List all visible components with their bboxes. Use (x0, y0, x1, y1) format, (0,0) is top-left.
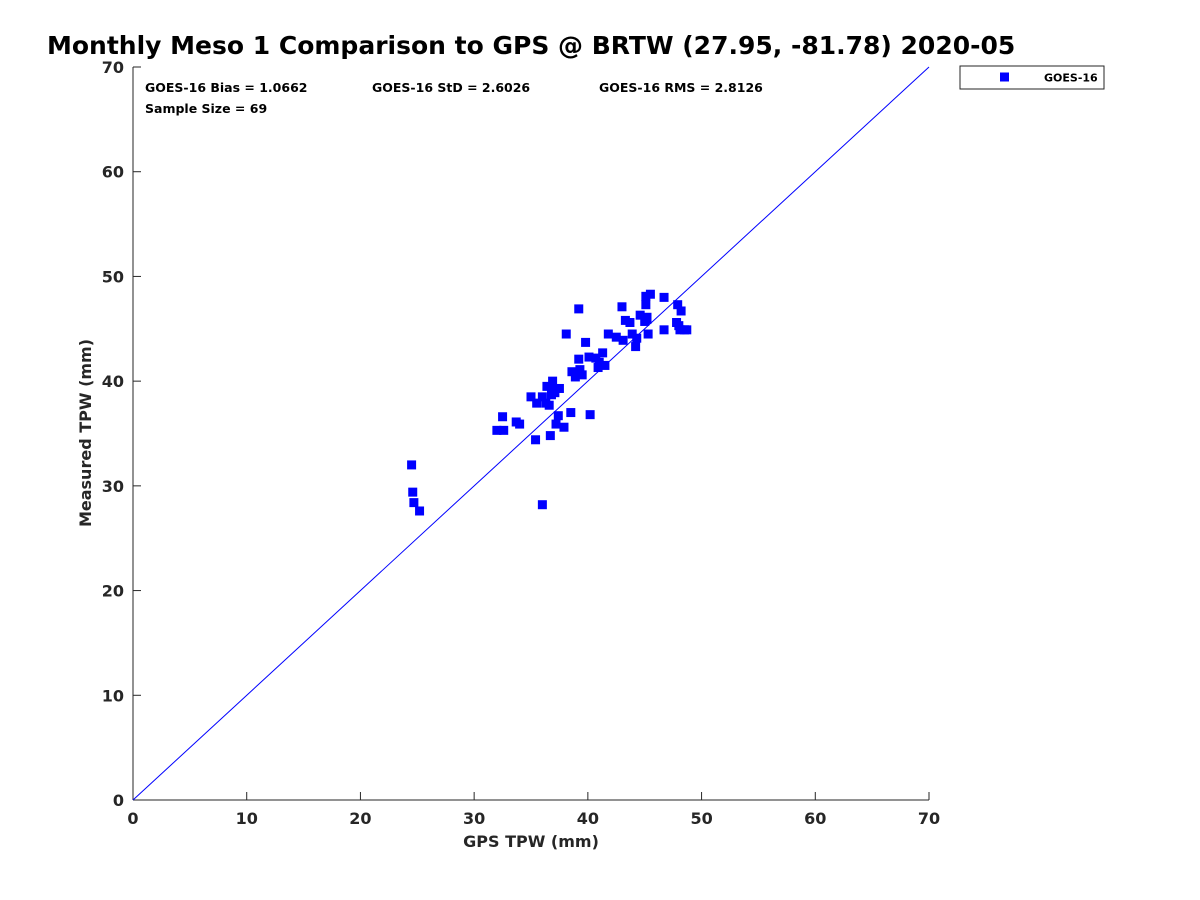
y-tick-label: 50 (102, 267, 124, 286)
data-point (581, 337, 591, 347)
sample-size-annotation: Sample Size = 69 (145, 101, 267, 116)
data-point (553, 411, 563, 421)
one-to-one-reference-line (132, 66, 930, 801)
data-point (642, 314, 652, 324)
data-point (641, 300, 651, 310)
data-point (659, 325, 669, 335)
data-point (598, 348, 608, 358)
data-point (567, 367, 577, 377)
data-point (492, 425, 502, 435)
data-point (554, 383, 564, 393)
chart-title: Monthly Meso 1 Comparison to GPS @ BRTW … (47, 31, 1015, 60)
data-point (537, 500, 547, 510)
data-point (532, 398, 542, 408)
data-point (542, 381, 552, 391)
data-point (618, 335, 628, 345)
data-point (617, 302, 627, 312)
data-point (550, 388, 560, 398)
y-tick-label: 60 (102, 163, 124, 182)
x-tick-label: 20 (349, 809, 371, 828)
data-point (515, 419, 525, 429)
data-point (641, 291, 651, 301)
data-point (603, 329, 613, 339)
plot-area: 0 10 20 30 40 50 60 70 0 10 20 30 40 50 60 70 (102, 58, 940, 828)
data-point (561, 329, 571, 339)
data-point (577, 370, 587, 380)
x-tick-label: 60 (804, 809, 826, 828)
data-point (631, 342, 641, 352)
data-point (584, 352, 594, 362)
data-point (548, 376, 558, 386)
data-point (545, 431, 555, 441)
data-point (600, 360, 610, 370)
rms-annotation: GOES-16 RMS = 2.8126 (599, 80, 763, 95)
data-point (526, 392, 536, 402)
y-tick-label: 30 (102, 477, 124, 496)
x-tick-label: 0 (127, 809, 138, 828)
data-point (627, 329, 637, 339)
data-point (498, 412, 508, 422)
data-point (544, 400, 554, 410)
x-tick-label: 40 (577, 809, 599, 828)
bias-annotation: GOES-16 Bias = 1.0662 (145, 80, 307, 95)
y-tick-label: 0 (113, 791, 124, 810)
y-tick-label: 70 (102, 58, 124, 77)
legend: GOES-16 (959, 65, 1105, 90)
data-point (676, 306, 686, 316)
data-point (407, 460, 417, 470)
y-tick-label: 10 (102, 686, 124, 705)
x-tick-label: 10 (236, 809, 258, 828)
data-point (675, 325, 685, 335)
x-axis-label: GPS TPW (mm) (463, 832, 599, 851)
data-point (673, 300, 683, 310)
data-point (593, 363, 603, 373)
data-point (585, 410, 595, 420)
y-tick-label: 40 (102, 372, 124, 391)
data-point (537, 392, 547, 402)
data-point (566, 408, 576, 418)
x-tick-label: 70 (918, 809, 940, 828)
data-point (659, 292, 669, 302)
std-annotation: GOES-16 StD = 2.6026 (372, 80, 530, 95)
data-point (635, 310, 645, 320)
legend-box (959, 65, 1105, 90)
legend-marker-goes-16 (1000, 72, 1009, 82)
data-point (643, 329, 653, 339)
data-point (531, 435, 541, 445)
y-axis-label: Measured TPW (mm) (76, 339, 95, 527)
data-point (682, 325, 692, 335)
data-point (594, 357, 604, 367)
data-point (574, 354, 584, 364)
data-point (408, 487, 418, 497)
data-point (575, 365, 585, 375)
data-point (632, 333, 642, 343)
data-point (611, 332, 621, 342)
legend-label-goes-16: GOES-16 (1044, 72, 1098, 85)
data-point (559, 422, 569, 432)
data-point (409, 498, 419, 508)
data-point (645, 289, 655, 299)
x-tick-label: 50 (690, 809, 712, 828)
data-point (551, 419, 561, 429)
data-point (499, 425, 509, 435)
data-point (415, 506, 425, 516)
data-point (620, 315, 630, 325)
x-tick-label: 30 (463, 809, 485, 828)
data-point (625, 318, 635, 328)
data-point (574, 304, 584, 314)
y-tick-label: 20 (102, 582, 124, 601)
